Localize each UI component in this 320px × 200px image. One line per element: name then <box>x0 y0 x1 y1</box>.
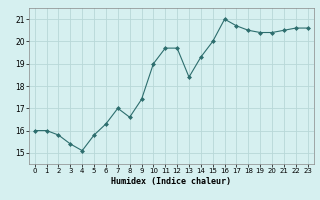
X-axis label: Humidex (Indice chaleur): Humidex (Indice chaleur) <box>111 177 231 186</box>
